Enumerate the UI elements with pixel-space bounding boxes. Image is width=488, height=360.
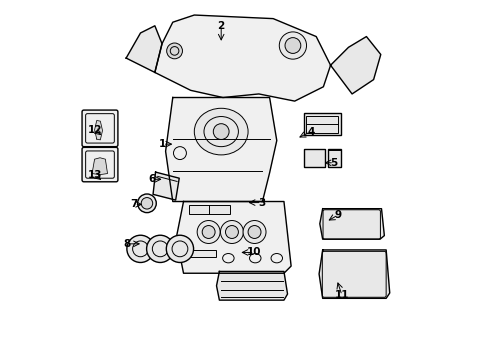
Text: 10: 10 [247, 247, 261, 257]
Ellipse shape [197, 221, 220, 243]
Bar [305, 116, 338, 133]
Polygon shape [319, 209, 384, 239]
Ellipse shape [126, 235, 154, 262]
FancyBboxPatch shape [82, 147, 118, 182]
Ellipse shape [243, 221, 265, 243]
Ellipse shape [279, 32, 306, 59]
Polygon shape [165, 98, 276, 202]
Polygon shape [330, 37, 380, 94]
Ellipse shape [170, 46, 179, 55]
Ellipse shape [194, 108, 247, 155]
Bar [303, 113, 341, 135]
Text: 7: 7 [130, 199, 138, 210]
Ellipse shape [213, 124, 228, 139]
Bar [303, 149, 325, 167]
Text: 5: 5 [330, 158, 337, 168]
Polygon shape [319, 250, 389, 298]
Text: 11: 11 [334, 291, 348, 301]
Ellipse shape [220, 221, 243, 243]
Polygon shape [94, 121, 102, 140]
Polygon shape [153, 172, 179, 200]
Text: 13: 13 [87, 170, 102, 180]
Text: 6: 6 [148, 174, 155, 184]
Polygon shape [155, 15, 330, 101]
Text: 9: 9 [334, 210, 341, 220]
Polygon shape [126, 26, 162, 72]
Text: 2: 2 [217, 21, 224, 31]
Ellipse shape [247, 226, 261, 238]
Bar [327, 149, 341, 167]
Ellipse shape [166, 235, 193, 262]
Text: 1: 1 [159, 139, 166, 149]
Bar [303, 149, 325, 167]
Polygon shape [216, 271, 287, 300]
Ellipse shape [146, 235, 174, 262]
Bar [188, 206, 230, 214]
Ellipse shape [166, 43, 182, 59]
Ellipse shape [285, 38, 300, 53]
Ellipse shape [225, 226, 238, 238]
Text: 12: 12 [87, 125, 102, 135]
Polygon shape [176, 202, 290, 273]
Ellipse shape [137, 194, 156, 213]
Text: 4: 4 [306, 127, 314, 136]
Ellipse shape [203, 117, 238, 147]
Ellipse shape [141, 198, 152, 209]
Bar [188, 250, 215, 257]
Polygon shape [92, 158, 107, 175]
FancyBboxPatch shape [82, 110, 118, 147]
Bar [327, 149, 340, 167]
Ellipse shape [202, 226, 215, 238]
Text: 3: 3 [258, 198, 265, 208]
Text: 8: 8 [123, 239, 130, 249]
